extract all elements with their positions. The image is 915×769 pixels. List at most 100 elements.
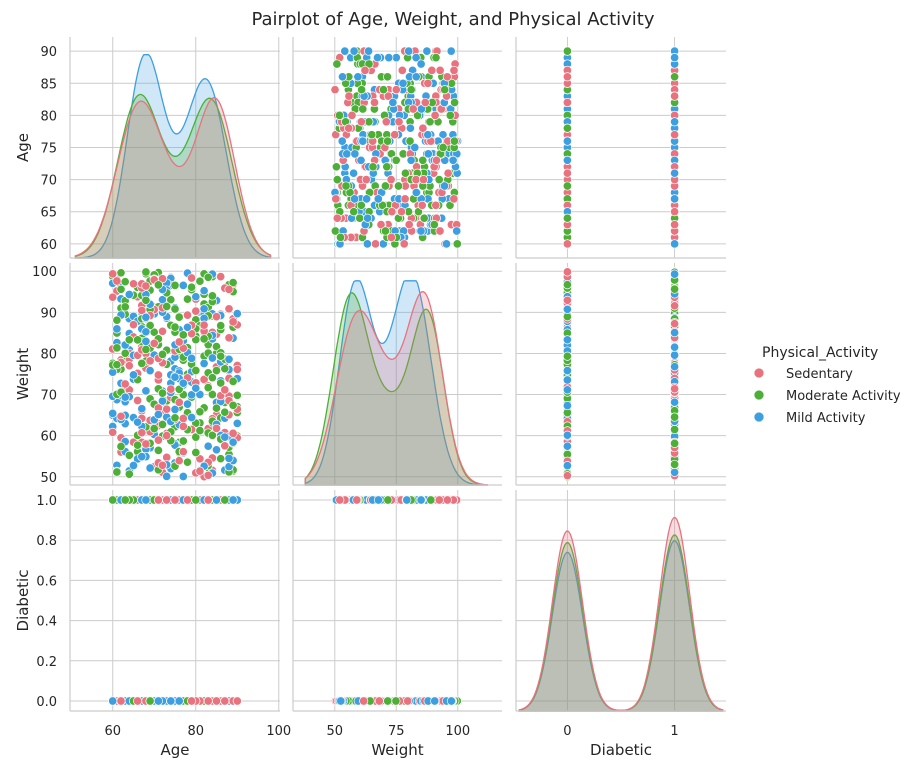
scatter-point: [380, 226, 390, 236]
y-tick-label: 65: [40, 206, 57, 221]
scatter-point: [452, 239, 462, 249]
scatter-point: [372, 53, 383, 63]
scatter-point: [431, 200, 441, 210]
kde-age-sedentary: [74, 97, 272, 259]
scatter-point: [356, 155, 366, 165]
scatter-point: [112, 467, 122, 477]
scatter-point: [431, 155, 442, 165]
scatter-point: [562, 213, 572, 223]
scatter-point: [337, 72, 348, 82]
scatter-point: [670, 207, 680, 217]
scatter-point: [670, 284, 680, 294]
scatter-point: [211, 312, 222, 322]
scatter-point: [418, 175, 429, 185]
scatter-point: [195, 389, 205, 400]
scatter-point: [232, 364, 242, 374]
scatter-point: [145, 356, 155, 366]
scatter-point: [378, 85, 389, 95]
scatter-point: [562, 375, 572, 385]
scatter-point: [562, 123, 572, 133]
scatter-point: [423, 130, 433, 140]
y-tick-label: 90: [40, 306, 57, 321]
scatter-point: [364, 117, 374, 127]
scatter-point: [562, 267, 572, 277]
scatter-point: [349, 46, 359, 56]
scatter-point: [224, 284, 234, 294]
y-axis-title: Age: [14, 133, 32, 162]
scatter-point: [157, 349, 168, 359]
scatter-point: [369, 97, 380, 108]
scatter-point: [170, 280, 180, 290]
scatter-point: [124, 335, 134, 345]
scatter-point: [195, 454, 205, 464]
scatter-point: [203, 696, 213, 706]
scatter-point: [670, 384, 680, 394]
scatter-point: [191, 432, 201, 442]
legend-entry-label: Sedentary: [786, 367, 853, 382]
scatter-point: [228, 376, 238, 386]
scatter-point: [211, 696, 222, 706]
scatter-point: [216, 272, 226, 282]
scatter-point: [182, 310, 193, 320]
scatter-point: [174, 696, 184, 706]
scatter-point: [423, 149, 433, 159]
kde-diabetic-sedentary: [518, 516, 724, 712]
scatter-point: [166, 696, 176, 706]
scatter-point: [162, 431, 172, 441]
scatter-point: [216, 351, 226, 361]
scatter-point: [211, 403, 222, 413]
scatter-point: [120, 379, 130, 389]
y-tick-label: 50: [40, 471, 57, 486]
scatter-point: [153, 696, 163, 706]
scatter-point: [383, 136, 393, 146]
scatter-point: [357, 85, 367, 95]
scatter-point: [446, 696, 456, 706]
scatter-point: [670, 350, 680, 360]
scatter-point: [441, 239, 452, 249]
scatter-point: [449, 136, 459, 146]
scatter-point: [440, 85, 450, 95]
scatter-point: [112, 315, 122, 325]
scatter-point: [335, 232, 346, 242]
x-tick-label: 80: [187, 724, 204, 739]
y-tick-label: 80: [40, 347, 57, 362]
scatter-point: [174, 456, 184, 466]
scatter-point: [410, 142, 420, 153]
scatter-point: [386, 175, 396, 185]
scatter-point: [562, 97, 572, 108]
y-tick-label: 60: [40, 238, 57, 253]
panel-age-vs-diabetic: [515, 37, 726, 259]
scatter-point: [232, 309, 242, 319]
x-tick-label: 75: [388, 724, 405, 739]
scatter-point: [452, 226, 462, 236]
scatter-point: [112, 276, 122, 286]
scatter-point: [141, 267, 151, 277]
scatter-point: [203, 383, 213, 393]
scatter-point: [383, 495, 393, 505]
scatter-point: [388, 97, 398, 108]
scatter-point: [562, 351, 572, 361]
scatter-point: [128, 320, 139, 330]
scatter-point: [157, 326, 168, 336]
scatter-point: [137, 404, 147, 414]
scatter-point: [344, 123, 354, 133]
scatter-point: [195, 426, 205, 436]
scatter-point: [108, 427, 118, 437]
scatter-point: [364, 46, 374, 56]
scatter-point: [670, 412, 680, 422]
scatter-point: [670, 362, 680, 372]
legend: Physical_Activity Sedentary Moderate Activ…: [753, 345, 901, 426]
scatter-point: [182, 457, 193, 467]
scatter-point: [670, 269, 680, 279]
scatter-point: [232, 418, 242, 428]
scatter-point: [191, 292, 201, 302]
scatter-point: [670, 328, 680, 338]
legend-marker: [753, 367, 765, 379]
scatter-point: [153, 370, 163, 380]
scatter-point: [380, 181, 390, 191]
scatter-point: [228, 428, 238, 438]
legend-marker: [753, 389, 765, 401]
scatter-point: [153, 435, 163, 445]
scatter-point: [368, 162, 378, 172]
legend-entry-label: Mild Activity: [786, 411, 866, 426]
